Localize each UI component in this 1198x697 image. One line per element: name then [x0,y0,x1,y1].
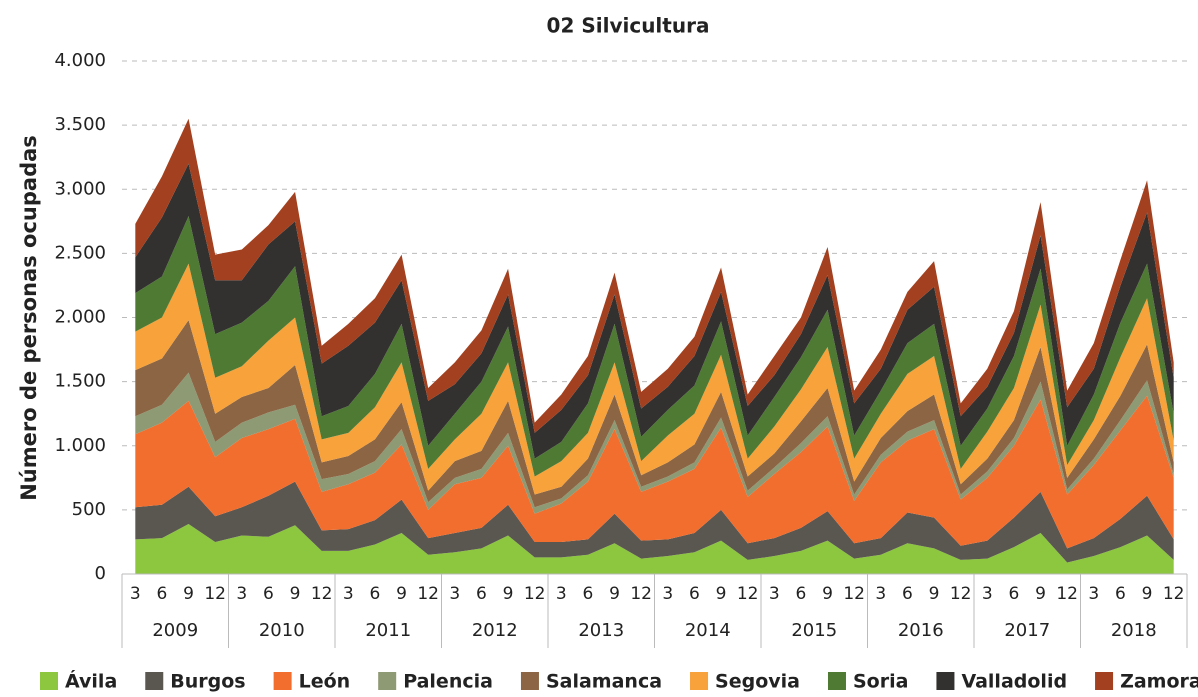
group-label: 2012 [472,620,518,641]
group-label: 2011 [365,620,411,641]
y-tick-label: 0 [95,563,106,584]
chart-title: 02 Silvicultura [547,14,710,38]
x-tick-label: 12 [311,584,333,604]
x-tick-label: 6 [370,584,381,604]
x-tick-label: 6 [1009,584,1020,604]
legend-label: León [299,671,351,693]
area [135,481,1174,563]
x-tick-label: 9 [822,584,833,604]
legend-label: Soria [853,671,908,693]
x-tick-label: 12 [524,584,546,604]
group-label: 2017 [1004,620,1050,641]
legend-label: Salamanca [546,671,662,693]
legend-label: Zamora [1120,671,1198,693]
area [135,163,1174,459]
legend-label: Burgos [170,671,245,693]
y-tick-label: 3.000 [54,178,106,199]
x-tick-label: 6 [689,584,700,604]
x-tick-label: 3 [343,584,354,604]
x-tick-label: 6 [263,584,274,604]
x-tick-label: 3 [875,584,886,604]
legend-swatch [273,672,292,690]
area [135,118,1174,433]
x-tick-label: 9 [716,584,727,604]
x-tick-label: 6 [1115,584,1126,604]
legend-swatch [1095,672,1114,690]
area [135,372,1174,514]
x-tick-label: 9 [929,584,940,604]
x-tick-label: 9 [396,584,407,604]
x-tick-label: 6 [583,584,594,604]
legend-swatch [690,672,709,690]
x-tick-label: 9 [609,584,620,604]
legend-swatch [827,672,846,690]
group-label: 2010 [259,620,305,641]
x-tick-label: 3 [449,584,460,604]
x-tick-label: 12 [843,584,865,604]
y-tick-label: 3.500 [54,114,106,135]
x-tick-label: 9 [183,584,194,604]
group-label: 2016 [898,620,944,641]
legend-label: Segovia [715,671,800,693]
x-tick-label: 6 [157,584,168,604]
group-label: 2009 [152,620,198,641]
group-label: 2018 [1111,620,1157,641]
x-tick-label: 12 [204,584,226,604]
y-tick-label: 500 [72,499,106,520]
x-tick-label: 3 [1088,584,1099,604]
area [135,523,1174,574]
x-tick-label: 12 [1056,584,1078,604]
x-tick-label: 6 [902,584,913,604]
legend-label: Ávila [65,670,117,693]
x-tick-label: 3 [982,584,993,604]
x-tick-label: 12 [630,584,652,604]
x-tick-label: 9 [290,584,301,604]
x-tick-label: 3 [236,584,247,604]
legend-swatch [145,672,164,690]
area [135,216,1174,477]
legend-label: Palencia [403,671,493,693]
area [135,395,1174,549]
legend-label: Valladolid [961,671,1067,693]
x-tick-label: 9 [1035,584,1046,604]
legend-swatch [936,672,955,690]
x-tick-label: 3 [662,584,673,604]
group-label: 2015 [791,620,837,641]
x-tick-label: 9 [503,584,514,604]
x-tick-label: 3 [556,584,567,604]
y-tick-label: 2.500 [54,242,106,263]
x-tick-label: 3 [769,584,780,604]
legend-swatch [520,672,539,690]
y-tick-label: 1.500 [54,371,106,392]
group-label: 2013 [578,620,624,641]
y-tick-label: 1.000 [54,435,106,456]
y-tick-label: 4.000 [54,50,106,71]
group-label: 2014 [685,620,731,641]
legend-swatch [378,672,397,690]
x-tick-label: 6 [796,584,807,604]
x-tick-label: 9 [1142,584,1153,604]
x-tick-label: 6 [476,584,487,604]
legend-swatch [40,672,58,690]
area [135,320,1174,508]
x-tick-label: 12 [950,584,972,604]
x-tick-label: 3 [130,584,141,604]
y-tick-label: 2.000 [54,307,106,328]
x-tick-label: 12 [737,584,759,604]
y-axis-label: Número de personas ocupadas [17,135,41,501]
x-tick-label: 12 [1163,584,1185,604]
x-tick-label: 12 [417,584,439,604]
